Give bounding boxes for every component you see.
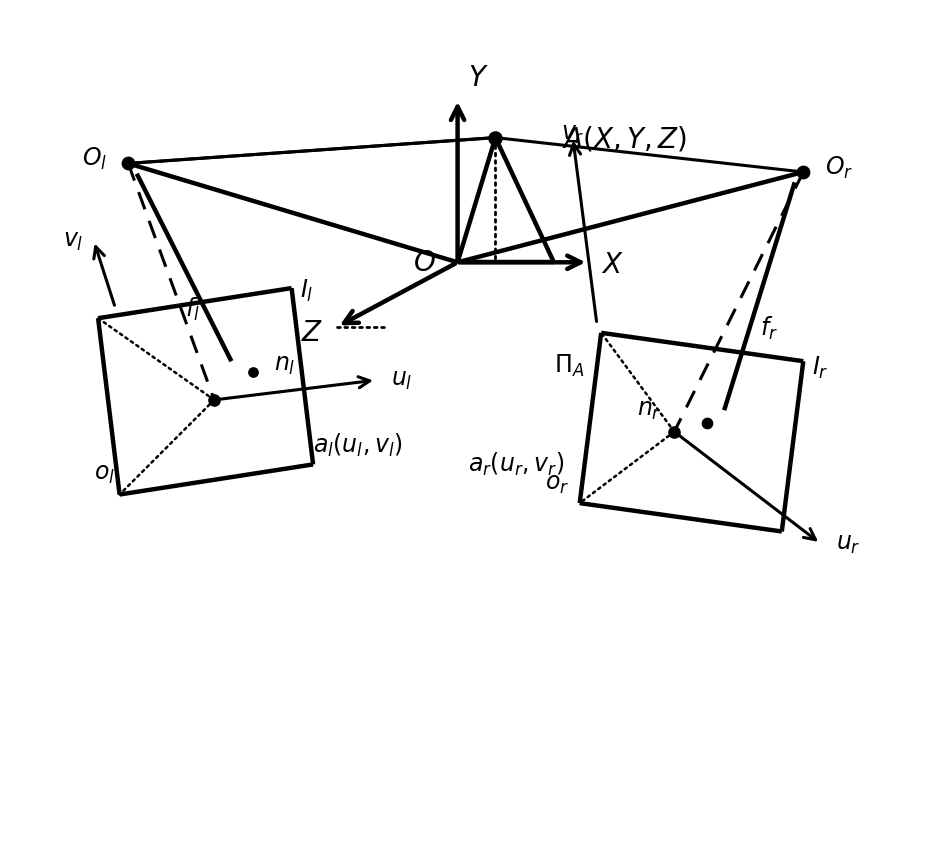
Text: $o_l$: $o_l$	[94, 462, 115, 486]
Point	[666, 425, 682, 439]
Text: $n_l$: $n_l$	[274, 353, 295, 377]
Text: $A(X, Y, Z)$: $A(X, Y, Z)$	[562, 125, 687, 154]
Text: $f_l$: $f_l$	[185, 296, 199, 323]
Text: $Y$: $Y$	[467, 64, 488, 92]
Point	[699, 416, 714, 430]
Point	[795, 165, 810, 179]
Text: $O_l$: $O_l$	[82, 146, 107, 172]
Point	[207, 393, 222, 407]
Text: $u_l$: $u_l$	[391, 368, 412, 392]
Text: $X$: $X$	[601, 251, 624, 279]
Point	[487, 131, 503, 144]
Text: $\Pi_A$: $\Pi_A$	[553, 353, 584, 378]
Text: $n_r$: $n_r$	[636, 398, 661, 422]
Text: $a_r(u_r, v_r)$: $a_r(u_r, v_r)$	[467, 451, 564, 478]
Text: $o_r$: $o_r$	[545, 472, 568, 496]
Text: $v_r$: $v_r$	[561, 122, 584, 146]
Point	[121, 157, 136, 170]
Text: $a_l(u_l, v_l)$: $a_l(u_l, v_l)$	[313, 432, 403, 459]
Text: $Z$: $Z$	[301, 319, 323, 347]
Text: $I_l$: $I_l$	[300, 278, 313, 304]
Point	[245, 365, 260, 378]
Text: $u_r$: $u_r$	[835, 531, 860, 556]
Text: $f_r$: $f_r$	[760, 315, 778, 342]
Text: $O$: $O$	[413, 249, 436, 277]
Text: $I_r$: $I_r$	[811, 354, 827, 380]
Text: $O_r$: $O_r$	[823, 155, 852, 181]
Text: $v_l$: $v_l$	[63, 229, 84, 253]
